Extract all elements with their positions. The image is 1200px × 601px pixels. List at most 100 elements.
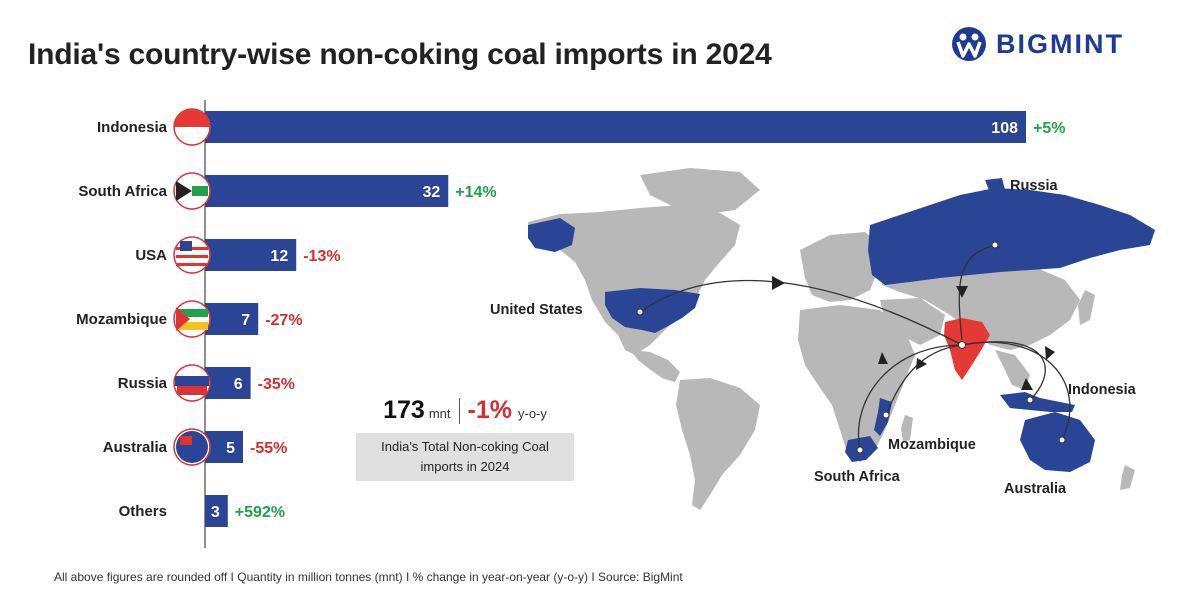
origin-dot-australia	[1058, 436, 1066, 444]
summary-figures: 173 mnt -1% y-o-y	[356, 396, 574, 425]
flag-south-africa-part-1	[192, 186, 208, 196]
map-russia-island	[985, 178, 1005, 193]
route-origin-dots	[636, 241, 1066, 454]
summary-unit: mnt	[428, 406, 451, 421]
change-label-russia: -35%	[258, 376, 295, 393]
bar-australia	[205, 431, 244, 463]
map-usa	[605, 288, 700, 333]
flag-australia-part-0	[176, 431, 208, 463]
bar-indonesia	[205, 111, 1026, 143]
flag-mozambique-part-0	[176, 309, 208, 317]
flag-usa-part-2	[176, 263, 208, 266]
map-indonesia	[1000, 392, 1075, 412]
bar-usa	[205, 239, 297, 271]
value-label-usa: 12	[270, 248, 288, 265]
summary-description: India's Total Non-coking Coal imports in…	[356, 433, 574, 481]
flag-russia-part-0	[175, 376, 209, 386]
summary-change: -1%	[467, 396, 512, 424]
route-mozambique	[885, 344, 963, 416]
arrowhead-south-africa	[878, 352, 888, 364]
map-label-south-africa: South Africa	[814, 469, 901, 485]
value-label-australia: 5	[226, 440, 235, 457]
change-label-mozambique: -27%	[265, 312, 302, 329]
map-japan	[1078, 290, 1095, 325]
origin-dot-mozambique	[882, 411, 890, 419]
route-arrowheads	[772, 276, 1055, 390]
flag-usa-part-3	[180, 241, 192, 251]
origin-dot-usa	[636, 308, 644, 316]
route-usa	[639, 279, 963, 346]
change-label-usa: -13%	[303, 248, 340, 265]
route-australia	[961, 341, 1071, 441]
bar-russia	[205, 367, 251, 399]
category-label-mozambique: Mozambique	[76, 311, 167, 328]
category-label-south-africa: South Africa	[78, 183, 167, 200]
change-label-australia: -55%	[250, 440, 287, 457]
trade-routes	[639, 244, 1071, 451]
origin-dot-russia	[991, 241, 999, 249]
flag-south-africa-part-0	[176, 181, 192, 201]
summary-divider	[458, 397, 460, 424]
origin-dot-indonesia	[1026, 396, 1034, 404]
arrowhead-usa	[772, 276, 785, 290]
map-australia	[1020, 412, 1095, 472]
map-alaska	[528, 218, 575, 252]
map-asia	[880, 262, 1080, 350]
world-map: Russia United States Indonesia Mozambiqu…	[490, 168, 1155, 510]
bigmint-brand-text: BIGMINT	[996, 28, 1124, 59]
flag-australia-part-1	[180, 436, 192, 445]
map-new-zealand	[1120, 465, 1135, 490]
change-label-south-africa: +14%	[455, 184, 496, 201]
bar-south-africa	[205, 175, 449, 207]
change-label-others: +592%	[235, 504, 285, 521]
flag-indonesia-part-0	[174, 109, 210, 127]
map-madagascar	[901, 415, 913, 442]
map-europe	[800, 232, 880, 302]
route-russia	[958, 244, 996, 341]
map-label-united-states: United States	[490, 302, 583, 318]
category-label-indonesia: Indonesia	[97, 119, 168, 136]
arrowhead-indonesia	[1045, 346, 1055, 360]
total-summary: 173 mnt -1% y-o-y India's Total Non-coki…	[356, 396, 574, 481]
flag-usa-part-1	[176, 255, 208, 258]
map-label-russia: Russia	[1010, 178, 1058, 194]
map-greenland	[640, 168, 760, 215]
flag-russia-part-1	[177, 386, 207, 395]
origin-dot-south-africa	[856, 446, 864, 454]
map-label-mozambique: Mozambique	[888, 437, 976, 453]
summary-change-suffix: y-o-y	[517, 406, 547, 421]
bigmint-logo-icon	[952, 27, 986, 61]
map-south-america	[676, 378, 760, 510]
map-label-indonesia: Indonesia	[1068, 382, 1137, 398]
value-label-indonesia: 108	[991, 120, 1018, 137]
map-north-america	[528, 205, 740, 355]
map-central-america	[630, 350, 680, 382]
category-label-usa: USA	[135, 247, 167, 264]
route-south-africa	[857, 344, 963, 451]
category-label-russia: Russia	[118, 375, 168, 392]
arrowhead-mozambique	[916, 358, 927, 370]
value-label-mozambique: 7	[241, 312, 250, 329]
arrowhead-russia	[956, 286, 968, 298]
footer-note: All above figures are rounded off I Quan…	[54, 570, 683, 584]
category-label-australia: Australia	[103, 439, 168, 456]
map-southeast-asia	[995, 350, 1030, 390]
value-label-south-africa: 32	[422, 184, 440, 201]
india-dot	[958, 341, 966, 349]
category-label-others: Others	[119, 503, 167, 520]
bar-others	[205, 495, 228, 527]
summary-total: 173	[383, 396, 425, 424]
bar-mozambique	[205, 303, 259, 335]
page-title: India's country-wise non-coking coal imp…	[28, 38, 772, 71]
bar-chart: Indonesia 108 +5% South Africa 32 +14% USA 12 -1…	[76, 100, 1065, 548]
flag-mozambique-part-1	[176, 322, 208, 330]
bigmint-logo: BIGMINT	[950, 26, 1124, 62]
value-label-russia: 6	[234, 376, 243, 393]
change-label-indonesia: +5%	[1033, 120, 1065, 137]
map-label-australia: Australia	[1004, 481, 1067, 497]
map-india	[944, 318, 990, 380]
arrowhead-australia	[1021, 378, 1033, 390]
value-label-others: 3	[211, 504, 220, 521]
map-russia	[868, 188, 1155, 285]
